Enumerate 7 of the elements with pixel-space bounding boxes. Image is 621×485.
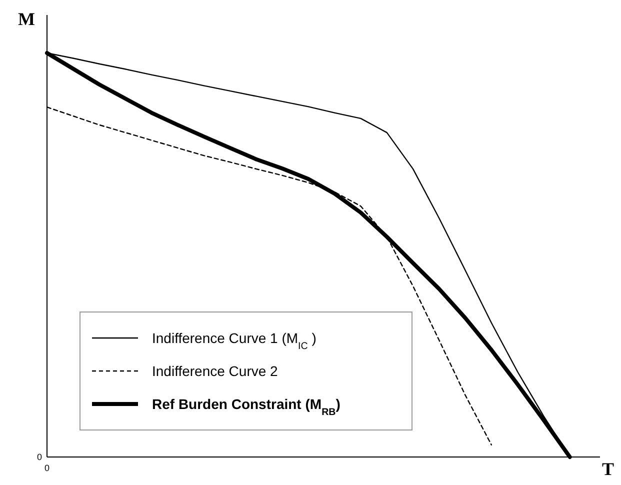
legend-label: Indifference Curve 2 [152, 363, 278, 379]
y-axis-title: M [18, 9, 35, 29]
text: 0 [36, 452, 42, 462]
text: 0 [44, 463, 50, 473]
legend-label: Ref Burden Constraint (M$_{RB}$) [152, 396, 340, 418]
legend-label: Indifference Curve 1 (M$_{IC}$ ) [152, 330, 316, 352]
x-axis-title: T [602, 459, 614, 479]
